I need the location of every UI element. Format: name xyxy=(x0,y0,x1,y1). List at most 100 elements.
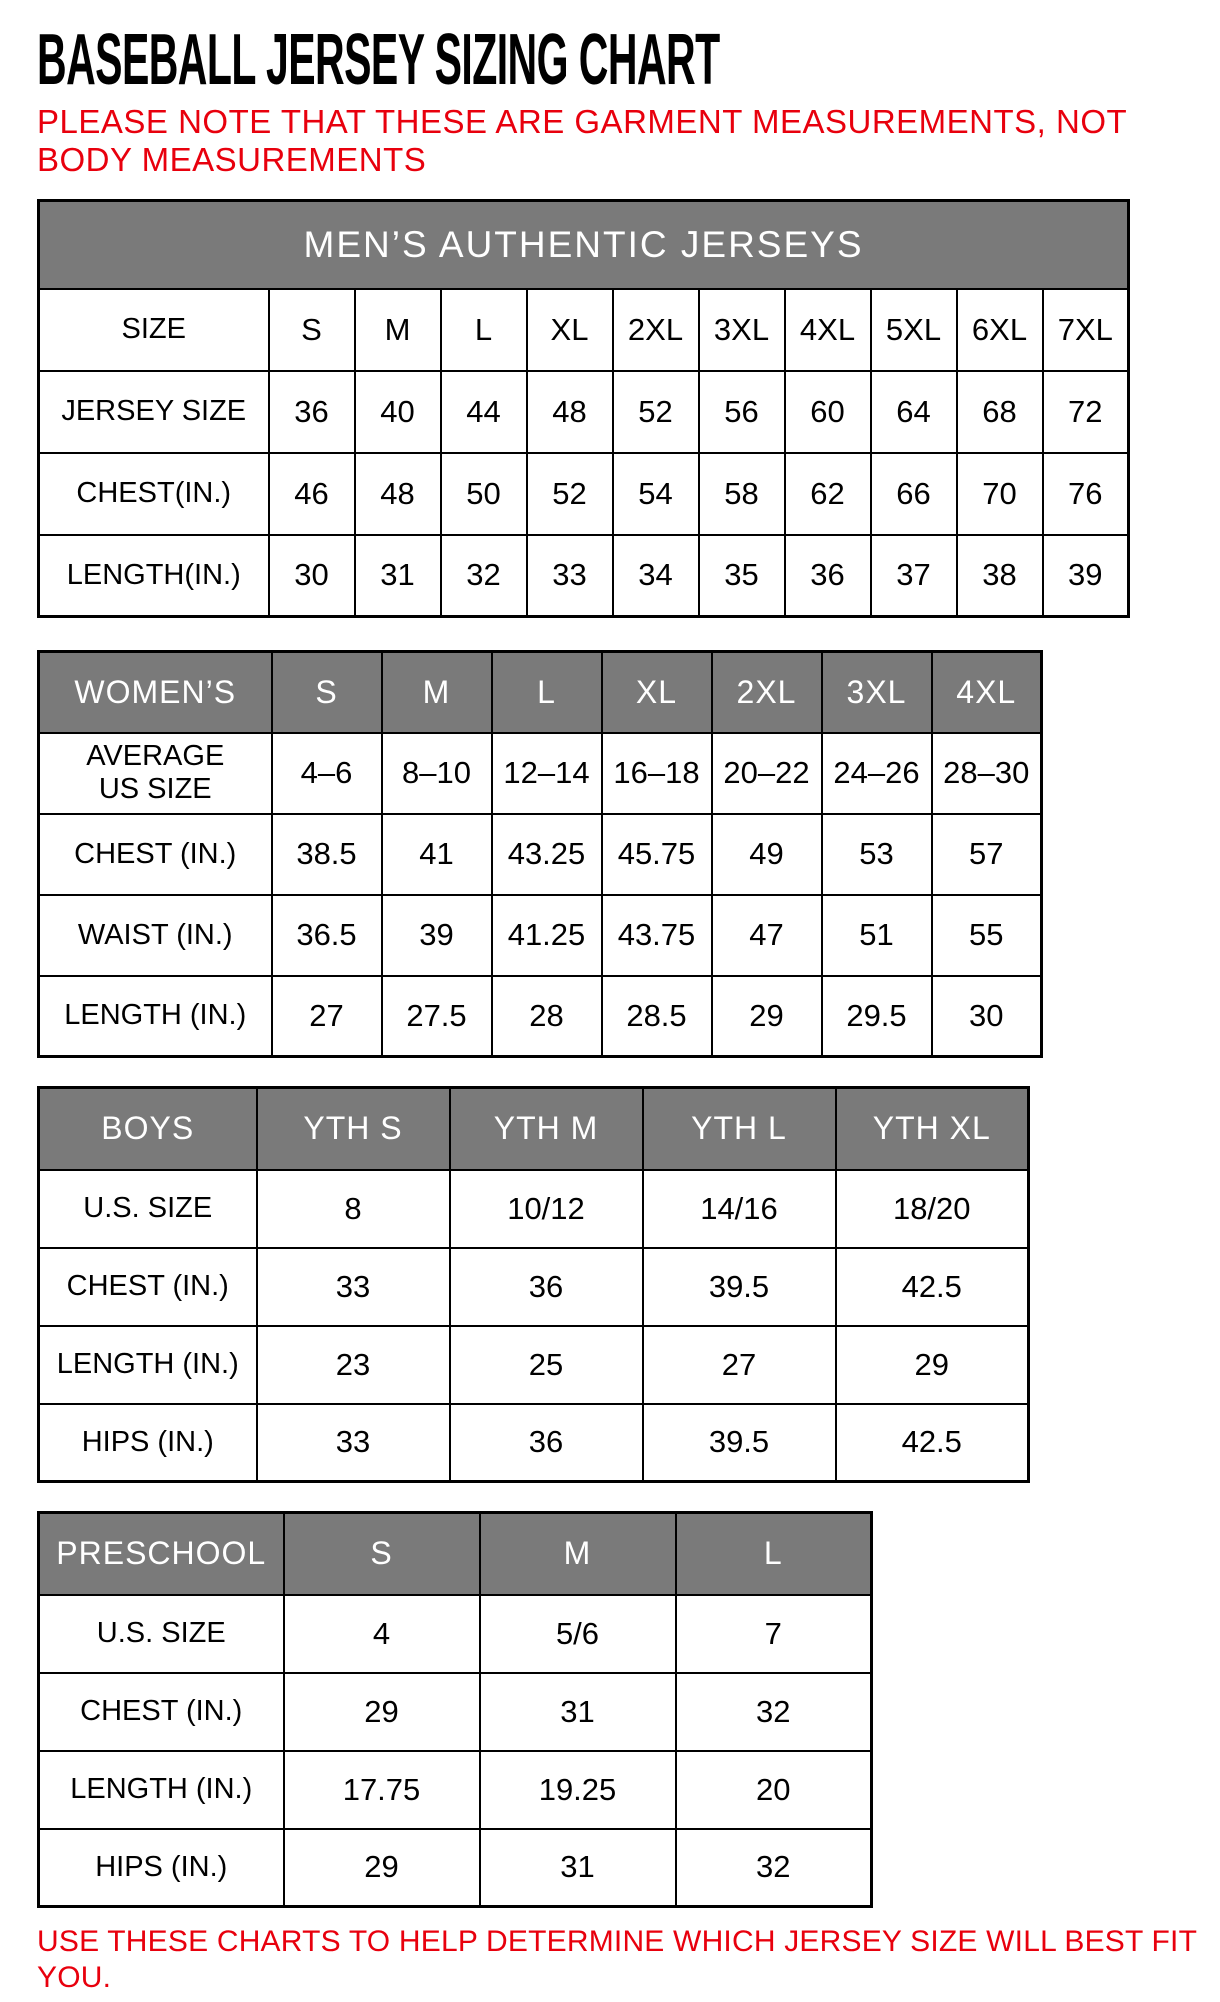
cell-value: 53 xyxy=(820,812,933,896)
cell-value: 20–22 xyxy=(710,731,823,815)
cell-value: 43.25 xyxy=(490,812,603,896)
cell-value: 49 xyxy=(710,812,823,896)
row-label: CHEST (IN.) xyxy=(37,1671,285,1752)
cell-value: 31 xyxy=(478,1827,677,1908)
row-label: CHEST (IN.) xyxy=(37,1246,258,1327)
row-label: CHEST (IN.) xyxy=(37,812,273,896)
cell-value: M xyxy=(353,287,442,372)
cell-value: 47 xyxy=(710,893,823,977)
cell-value: 60 xyxy=(783,369,872,454)
cell-value: 20 xyxy=(674,1749,873,1830)
cell-value: 38.5 xyxy=(270,812,383,896)
cell-value: 29 xyxy=(834,1324,1030,1405)
table-title: MEN’S AUTHENTIC JERSEYS xyxy=(37,199,1130,290)
table-row: CHEST(IN.) 46 48 50 52 54 58 62 66 70 76 xyxy=(37,451,1130,536)
cell-value: 23 xyxy=(255,1324,451,1405)
cell-value: 41 xyxy=(380,812,493,896)
column-header: YTH L xyxy=(641,1086,837,1171)
cell-value: 36 xyxy=(448,1246,644,1327)
cell-value: 42.5 xyxy=(834,1246,1030,1327)
table-title: WOMEN’S xyxy=(37,650,273,734)
cell-value: 6XL xyxy=(955,287,1044,372)
cell-value: 70 xyxy=(955,451,1044,536)
row-label: AVERAGE US SIZE xyxy=(37,731,273,815)
row-label: LENGTH (IN.) xyxy=(37,974,273,1058)
womens-table: WOMEN’S S M L XL 2XL 3XL 4XL AVERAGE US SIZE 4–6 8… xyxy=(37,650,1043,1058)
cell-value: 45.75 xyxy=(600,812,713,896)
cell-value: 30 xyxy=(930,974,1043,1058)
cell-value: 29 xyxy=(282,1671,481,1752)
cell-value: 54 xyxy=(611,451,700,536)
row-label: CHEST(IN.) xyxy=(37,451,270,536)
cell-value: 7XL xyxy=(1041,287,1130,372)
cell-value: 56 xyxy=(697,369,786,454)
cell-value: 48 xyxy=(525,369,614,454)
cell-value: 32 xyxy=(439,533,528,618)
column-header: S xyxy=(270,650,383,734)
table-row: CHEST (IN.) 33 36 39.5 42.5 xyxy=(37,1246,1030,1327)
cell-value: S xyxy=(267,287,356,372)
cell-value: 5/6 xyxy=(478,1593,677,1674)
cell-value: 33 xyxy=(525,533,614,618)
mens-authentic-jerseys-table: MEN’S AUTHENTIC JERSEYS SIZE S M L XL 2XL 3XL 4X… xyxy=(37,199,1131,618)
footer-note: USE THESE CHARTS TO HELP DETERMINE WHICH… xyxy=(37,1925,1197,1994)
cell-value: 33 xyxy=(255,1402,451,1483)
cell-value: 4 xyxy=(282,1593,481,1674)
table-row: SIZE S M L XL 2XL 3XL 4XL 5XL 6XL 7XL xyxy=(37,287,1130,372)
cell-value: 33 xyxy=(255,1246,451,1327)
cell-value: XL xyxy=(525,287,614,372)
cell-value: 52 xyxy=(525,451,614,536)
column-header: L xyxy=(490,650,603,734)
cell-value: 27 xyxy=(270,974,383,1058)
row-label: HIPS (IN.) xyxy=(37,1402,258,1483)
cell-value: 27.5 xyxy=(380,974,493,1058)
table-row: LENGTH (IN.) 27 27.5 28 28.5 29 29.5 30 xyxy=(37,974,1043,1058)
cell-value: 46 xyxy=(267,451,356,536)
cell-value: 43.75 xyxy=(600,893,713,977)
cell-value: 52 xyxy=(611,369,700,454)
cell-value: 36 xyxy=(448,1402,644,1483)
column-header: M xyxy=(380,650,493,734)
cell-value: 55 xyxy=(930,893,1043,977)
cell-value: 29 xyxy=(710,974,823,1058)
cell-value: 68 xyxy=(955,369,1044,454)
cell-value: 29 xyxy=(282,1827,481,1908)
preschool-table: PRESCHOOL S M L U.S. SIZE 4 5/6 7 CHEST (IN.) 29 3… xyxy=(37,1511,873,1908)
cell-value: 51 xyxy=(820,893,933,977)
cell-value: 32 xyxy=(674,1827,873,1908)
cell-value: 38 xyxy=(955,533,1044,618)
cell-value: 37 xyxy=(869,533,958,618)
row-label: JERSEY SIZE xyxy=(37,369,270,454)
cell-value: 28.5 xyxy=(600,974,713,1058)
table-row: U.S. SIZE 8 10/12 14/16 18/20 xyxy=(37,1168,1030,1249)
row-label: U.S. SIZE xyxy=(37,1168,258,1249)
cell-value: 25 xyxy=(448,1324,644,1405)
table-row: HIPS (IN.) 29 31 32 xyxy=(37,1827,873,1908)
cell-value: 3XL xyxy=(697,287,786,372)
table-row: CHEST (IN.) 38.5 41 43.25 45.75 49 53 57 xyxy=(37,812,1043,896)
cell-value: 32 xyxy=(674,1671,873,1752)
cell-value: 31 xyxy=(353,533,442,618)
row-label: HIPS (IN.) xyxy=(37,1827,285,1908)
garment-measurement-note: PLEASE NOTE THAT THESE ARE GARMENT MEASU… xyxy=(37,103,1127,178)
row-label: LENGTH (IN.) xyxy=(37,1749,285,1830)
cell-value: 39.5 xyxy=(641,1402,837,1483)
column-header: L xyxy=(674,1511,873,1596)
cell-value: 36 xyxy=(267,369,356,454)
table-title: BOYS xyxy=(37,1086,258,1171)
boys-table-slot: BOYS YTH S YTH M YTH L YTH XL U.S. SIZE 8 10/12… xyxy=(37,1086,1220,1483)
row-label: SIZE xyxy=(37,287,270,372)
cell-value: 30 xyxy=(267,533,356,618)
table-row: WAIST (IN.) 36.5 39 41.25 43.75 47 51 55 xyxy=(37,893,1043,977)
cell-value: 35 xyxy=(697,533,786,618)
column-header: S xyxy=(282,1511,481,1596)
column-header: YTH S xyxy=(255,1086,451,1171)
cell-value: 50 xyxy=(439,451,528,536)
column-header: 4XL xyxy=(930,650,1043,734)
column-header: 3XL xyxy=(820,650,933,734)
cell-value: 72 xyxy=(1041,369,1130,454)
table-row: LENGTH (IN.) 23 25 27 29 xyxy=(37,1324,1030,1405)
table-row: HIPS (IN.) 33 36 39.5 42.5 xyxy=(37,1402,1030,1483)
cell-value: 17.75 xyxy=(282,1749,481,1830)
cell-value: L xyxy=(439,287,528,372)
